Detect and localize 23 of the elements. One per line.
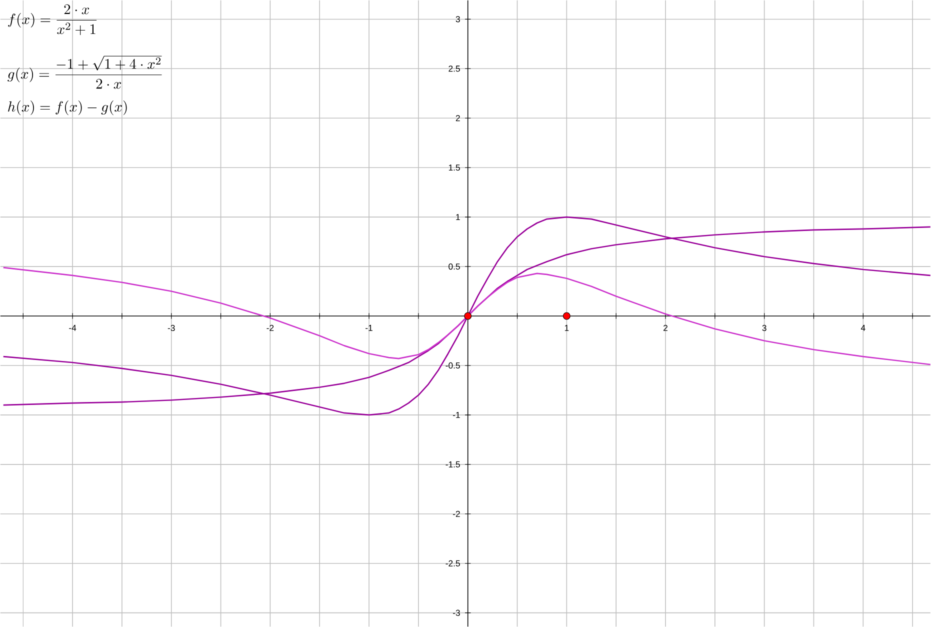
annotation: $f(x)=\frac{2\cdot x}{x^{2}+1}$: [8, 4, 97, 36]
y-tick-label: 1: [456, 214, 460, 220]
y-tick-label: -3: [452, 610, 460, 616]
y-tick-label: 2: [456, 115, 460, 122]
x-tick-label: -1: [366, 324, 372, 331]
x-tick-label: -2: [266, 324, 274, 331]
x-tick-label: 3: [762, 324, 766, 331]
x-tick-label: 1: [564, 324, 569, 331]
x-tick-label: -4: [69, 324, 76, 331]
x-tick-label: 2: [664, 324, 668, 331]
annotation: $g(x)=\frac{-1+\sqrt{1+4\cdot x^{2}}}{2\cdot x}$: [8, 56, 162, 89]
y-tick-label: 1.5: [448, 164, 460, 171]
y-tick-label: 0.5: [448, 263, 460, 270]
x-tick-label: -3: [168, 324, 175, 331]
x-tick-label: 4: [860, 324, 866, 331]
y-tick-label: -1.5: [446, 461, 460, 468]
y-tick-label: -1: [452, 412, 460, 418]
y-tick-label: 2.5: [448, 66, 460, 72]
y-tick-label: 3: [456, 16, 460, 22]
y-tick-label: -0.5: [446, 362, 460, 369]
y-tick-label: -2.5: [446, 560, 460, 566]
y-tick-label: -2: [452, 510, 460, 517]
annotation: $h(x)=f(x)-g(x)$: [8, 100, 127, 116]
